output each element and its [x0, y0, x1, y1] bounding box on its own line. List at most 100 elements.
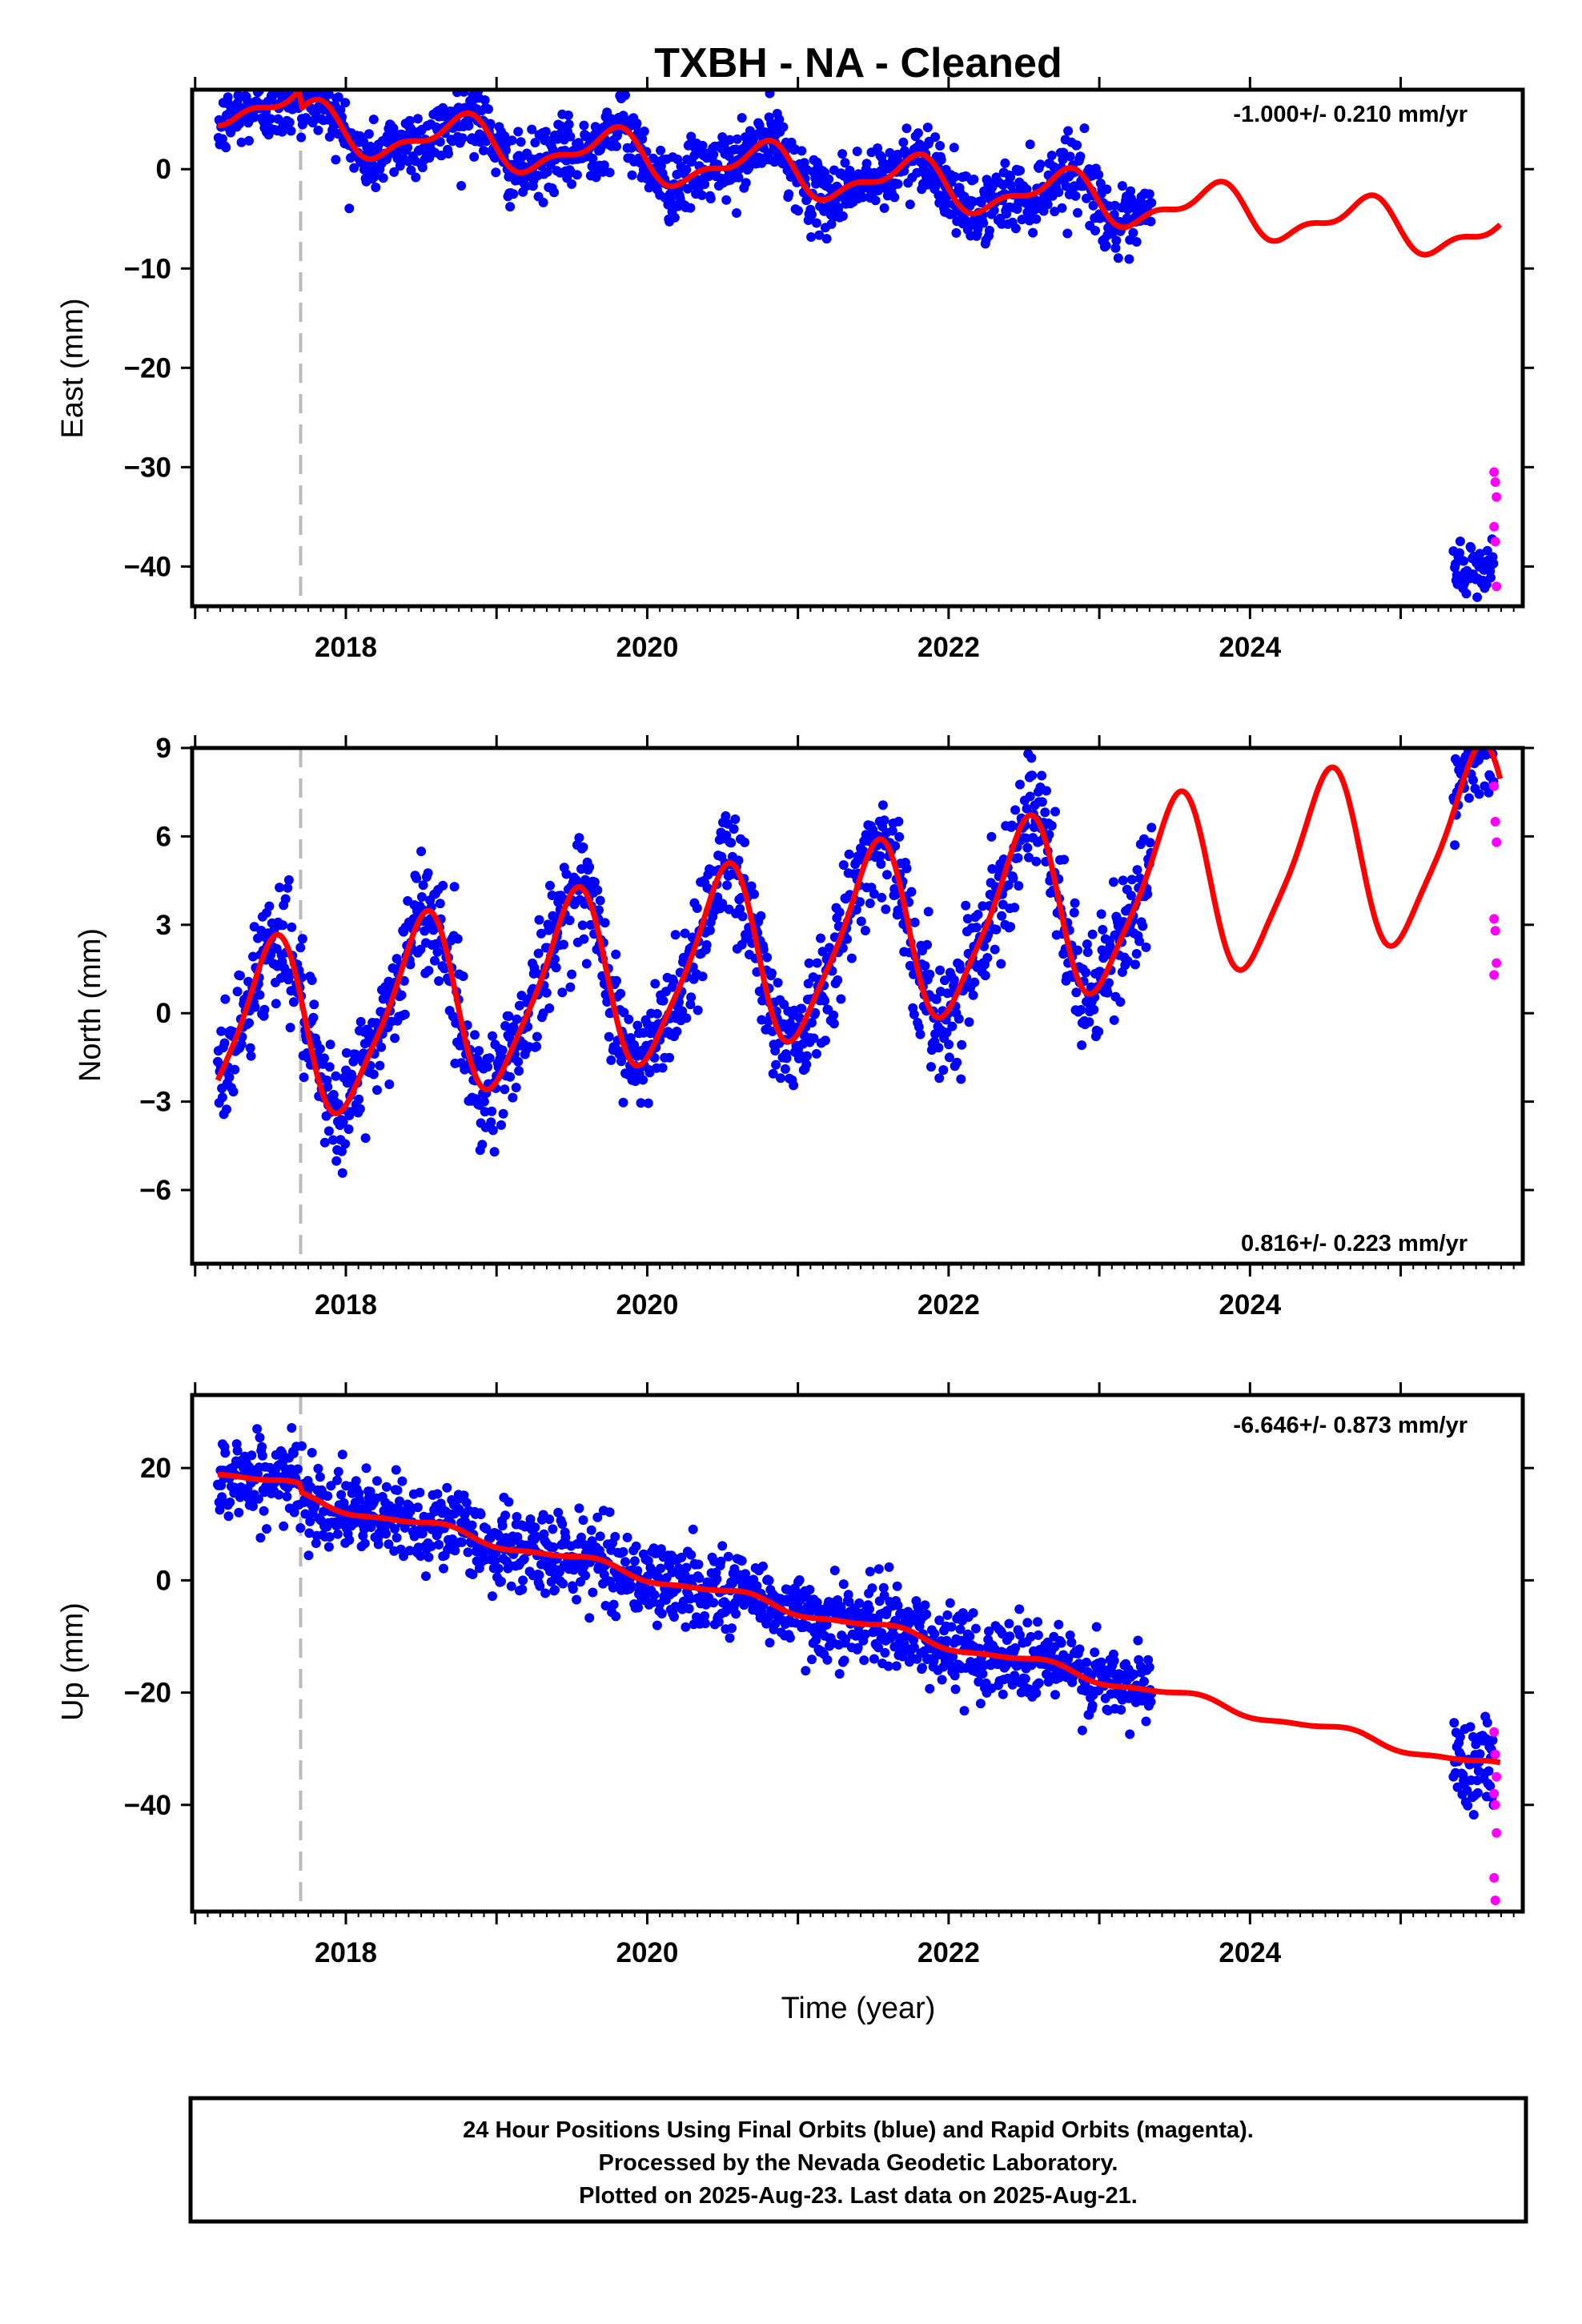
y-tick-label: −30	[124, 452, 171, 483]
final-orbit-point	[838, 1579, 849, 1590]
final-orbit-point	[1074, 1644, 1085, 1655]
final-orbit-point	[869, 889, 879, 899]
final-orbit-point	[262, 1524, 271, 1534]
final-orbit-point	[1454, 608, 1464, 617]
final-orbit-point	[942, 1635, 952, 1646]
final-orbit-point	[942, 1027, 952, 1038]
final-orbit-point	[770, 1046, 781, 1055]
final-orbit-point	[355, 1494, 364, 1505]
final-orbit-point	[1046, 821, 1057, 830]
final-orbit-point	[1033, 1630, 1043, 1640]
final-orbit-point	[511, 1083, 521, 1092]
final-orbit-point	[619, 1007, 629, 1018]
final-orbit-point	[584, 862, 595, 872]
final-orbit-point	[705, 925, 715, 935]
final-orbit-point	[975, 1699, 986, 1709]
final-orbit-point	[497, 1045, 508, 1055]
final-orbit-point	[733, 172, 744, 183]
final-orbit-point	[1450, 840, 1460, 850]
final-orbit-point	[879, 203, 889, 213]
final-orbit-point	[955, 963, 966, 974]
final-orbit-point	[485, 119, 496, 129]
final-orbit-point	[1027, 770, 1038, 781]
final-orbit-point	[319, 1137, 330, 1148]
final-orbit-point	[930, 1629, 940, 1639]
final-orbit-point	[731, 1609, 741, 1619]
final-orbit-point	[512, 1014, 522, 1024]
final-orbit-point	[842, 934, 852, 944]
final-orbit-point	[365, 141, 375, 151]
final-orbit-point	[424, 966, 434, 975]
final-orbit-point	[557, 987, 568, 998]
final-orbit-point	[805, 1585, 815, 1594]
final-orbit-point	[890, 841, 901, 851]
final-orbit-point	[404, 1546, 415, 1556]
final-orbit-point	[225, 1498, 235, 1507]
final-orbit-point	[1475, 549, 1485, 559]
final-orbit-point	[435, 137, 445, 147]
final-orbit-point	[841, 1634, 851, 1644]
final-orbit-point	[1076, 1005, 1086, 1015]
final-orbit-point	[579, 934, 589, 944]
final-orbit-point	[893, 179, 903, 189]
final-orbit-point	[990, 944, 1000, 955]
final-orbit-point	[686, 131, 697, 142]
final-orbit-point	[343, 1124, 354, 1134]
final-orbit-point	[785, 1018, 795, 1028]
final-orbit-point	[716, 1556, 726, 1566]
final-orbit-point	[323, 90, 334, 99]
final-orbit-point	[934, 1043, 944, 1053]
final-orbit-point	[843, 1590, 853, 1600]
final-orbit-point	[721, 811, 731, 821]
final-orbit-point	[701, 1618, 710, 1629]
final-orbit-point	[909, 1642, 919, 1653]
final-orbit-point	[942, 1610, 953, 1620]
final-orbit-point	[477, 1140, 488, 1150]
final-orbit-point	[1449, 620, 1459, 629]
final-orbit-point	[1462, 712, 1472, 722]
final-orbit-point	[561, 869, 572, 879]
final-orbit-point	[493, 1563, 504, 1574]
final-orbit-point	[1142, 889, 1153, 899]
final-orbit-point	[837, 943, 848, 953]
final-orbit-point	[219, 1038, 230, 1048]
final-orbit-point	[797, 146, 807, 156]
final-orbit-point	[1057, 203, 1067, 213]
final-orbit-point	[595, 1531, 605, 1542]
final-orbit-point	[1024, 852, 1034, 862]
final-orbit-point	[881, 904, 891, 915]
final-orbit-point	[947, 1021, 958, 1031]
final-orbit-point	[532, 1041, 542, 1051]
final-orbit-point	[395, 161, 405, 171]
final-orbit-point	[913, 128, 923, 139]
final-orbit-point	[737, 1556, 747, 1566]
y-tick-label: 20	[140, 1453, 171, 1484]
final-orbit-point	[599, 160, 609, 171]
final-orbit-point	[286, 72, 295, 82]
final-orbit-point	[1046, 151, 1057, 161]
final-orbit-point	[508, 1092, 518, 1103]
final-orbit-point	[282, 1491, 292, 1502]
final-orbit-point	[1025, 791, 1035, 802]
y-axis-label-east: East (mm)	[56, 298, 90, 438]
final-orbit-point	[956, 1074, 966, 1084]
final-orbit-point	[686, 1550, 697, 1560]
final-orbit-point	[1071, 987, 1082, 998]
final-orbit-point	[1468, 1810, 1479, 1820]
final-orbit-point	[725, 135, 735, 145]
final-orbit-point	[323, 1126, 334, 1136]
final-orbit-point	[257, 1441, 267, 1452]
final-orbit-point	[859, 1655, 869, 1666]
final-orbit-point	[277, 1448, 287, 1458]
final-orbit-point	[894, 832, 905, 842]
final-orbit-point	[532, 1031, 542, 1042]
final-orbit-point	[845, 165, 855, 175]
final-orbit-point	[1042, 786, 1051, 796]
final-orbit-point	[1459, 556, 1469, 566]
final-orbit-point	[1146, 198, 1157, 208]
final-orbit-point	[1126, 875, 1137, 885]
final-orbit-point	[1449, 1718, 1460, 1728]
final-orbit-point	[551, 963, 561, 973]
final-orbit-point	[355, 1104, 365, 1114]
final-orbit-point	[236, 137, 247, 147]
